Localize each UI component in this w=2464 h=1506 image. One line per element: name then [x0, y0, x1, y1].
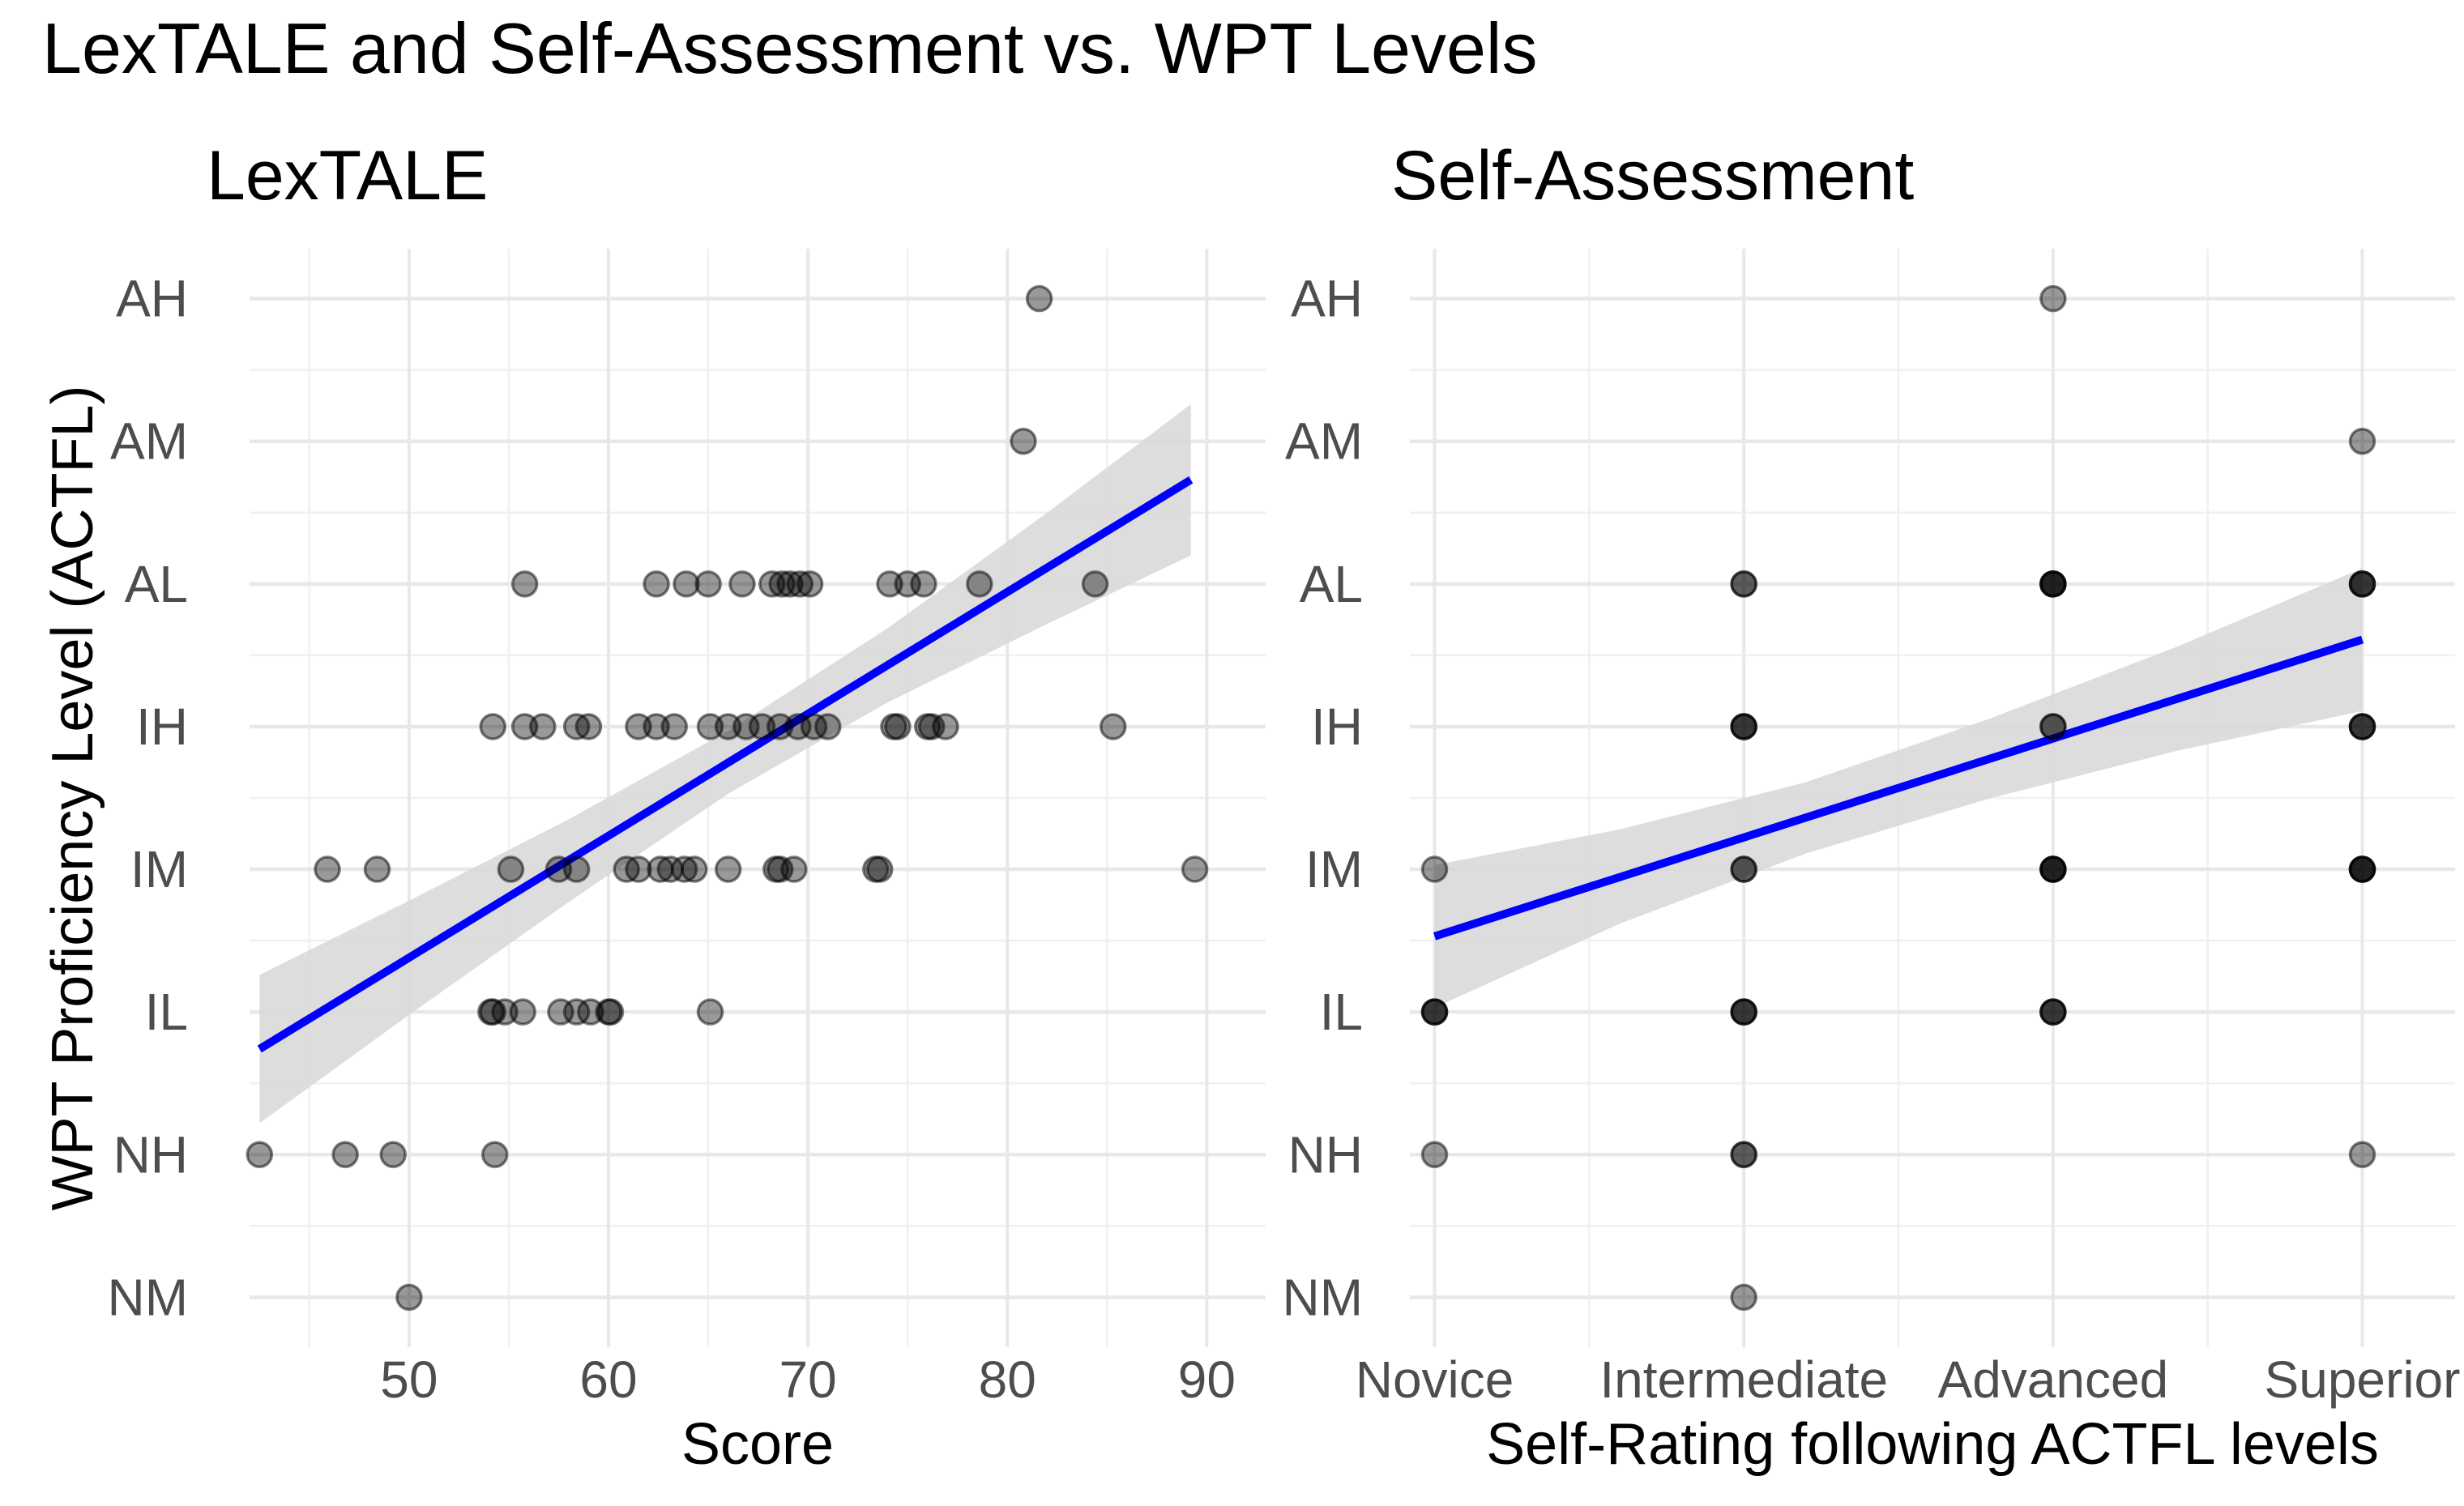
data-point	[1420, 855, 1449, 883]
data-point	[2348, 570, 2376, 598]
data-point	[966, 570, 993, 598]
y-tick-label: AM	[110, 412, 188, 471]
y-tick-label: IL	[1320, 983, 1363, 1041]
x-tick-label: Advanced	[1938, 1350, 2169, 1409]
trend-line	[1433, 635, 2364, 941]
data-point	[2039, 713, 2067, 740]
y-tick-label: NH	[113, 1125, 188, 1184]
trend-line	[257, 476, 1194, 1053]
data-point	[694, 570, 722, 598]
data-point	[932, 713, 959, 740]
x-tick-label: 70	[779, 1350, 837, 1409]
y-tick-label: IM	[130, 840, 188, 898]
data-point	[2348, 1141, 2376, 1169]
y-tick-label: AH	[116, 270, 188, 328]
facet-title-self-assessment: Self-Assessment	[1391, 137, 1915, 215]
x-tick-label: 80	[979, 1350, 1036, 1409]
data-point	[363, 855, 391, 883]
data-point	[574, 713, 603, 740]
y-tick-label: AL	[1300, 555, 1363, 613]
data-point	[379, 1141, 407, 1169]
data-point	[1730, 998, 1757, 1026]
data-point	[2039, 855, 2067, 883]
data-point	[2039, 284, 2067, 313]
data-point	[246, 1141, 274, 1169]
data-point	[562, 855, 591, 883]
y-tick-label: NH	[1288, 1125, 1363, 1184]
chart-title: LexTALE and Self-Assessment vs. WPT Leve…	[42, 8, 1538, 88]
y-tick-label: AM	[1285, 412, 1363, 471]
data-point	[660, 713, 688, 740]
data-point	[696, 998, 724, 1026]
data-point	[714, 855, 742, 883]
data-point	[2348, 427, 2376, 455]
facet-title-lextale: LexTALE	[207, 137, 489, 215]
data-point	[670, 855, 698, 883]
data-point	[1730, 1141, 1757, 1169]
data-point	[529, 713, 557, 740]
data-point	[2039, 570, 2067, 598]
y-tick-label: IL	[145, 983, 188, 1041]
x-tick-label: Intermediate	[1599, 1350, 1888, 1409]
data-point	[673, 570, 700, 598]
data-point	[509, 998, 536, 1026]
y-tick-label: IH	[136, 698, 188, 756]
data-point	[800, 713, 828, 740]
data-point	[562, 998, 591, 1026]
y-tick-label: NM	[107, 1268, 188, 1326]
data-point	[728, 570, 756, 598]
data-point	[1181, 855, 1209, 883]
data-point	[681, 855, 708, 883]
data-point	[1730, 1283, 1757, 1312]
data-point	[497, 855, 525, 883]
data-point	[1730, 713, 1757, 740]
data-point	[2348, 855, 2376, 883]
data-point	[625, 855, 652, 883]
data-point	[917, 713, 946, 740]
data-point	[479, 713, 507, 740]
x-tick-label: Superior	[2265, 1350, 2461, 1409]
data-point	[643, 570, 670, 598]
data-point	[780, 855, 808, 883]
data-point	[1010, 427, 1037, 455]
data-point	[766, 855, 794, 883]
data-point	[331, 1141, 359, 1169]
data-point	[796, 570, 824, 598]
x-tick-label: 50	[380, 1350, 438, 1409]
data-point	[910, 570, 937, 598]
x-tick-label: 60	[579, 1350, 637, 1409]
data-point	[1025, 284, 1053, 313]
y-tick-label: AL	[125, 555, 188, 613]
data-point	[786, 570, 814, 598]
data-point	[1420, 998, 1449, 1026]
y-tick-label: IM	[1305, 840, 1363, 898]
data-point	[1099, 713, 1127, 740]
data-point	[1420, 1141, 1449, 1169]
data-point	[776, 570, 804, 598]
data-point	[596, 998, 625, 1026]
x-tick-label: Novice	[1356, 1350, 1514, 1409]
x-axis-title-score: Score	[681, 1412, 835, 1477]
x-tick-label: 90	[1178, 1350, 1236, 1409]
data-point	[2348, 713, 2376, 740]
data-point	[480, 1141, 509, 1169]
data-point	[2039, 998, 2067, 1026]
y-tick-label: AH	[1291, 270, 1363, 328]
data-point	[884, 713, 912, 740]
data-point	[866, 855, 894, 883]
data-point	[1730, 570, 1757, 598]
x-axis-title-self-rating: Self-Rating following ACTFL levels	[1486, 1412, 2379, 1477]
y-tick-label: NM	[1282, 1268, 1363, 1326]
data-point	[395, 1283, 423, 1312]
data-point	[1730, 855, 1757, 883]
data-point	[814, 713, 842, 740]
data-point	[510, 570, 539, 598]
data-point	[314, 855, 341, 883]
data-point	[1081, 570, 1109, 598]
y-tick-label: IH	[1311, 698, 1363, 756]
